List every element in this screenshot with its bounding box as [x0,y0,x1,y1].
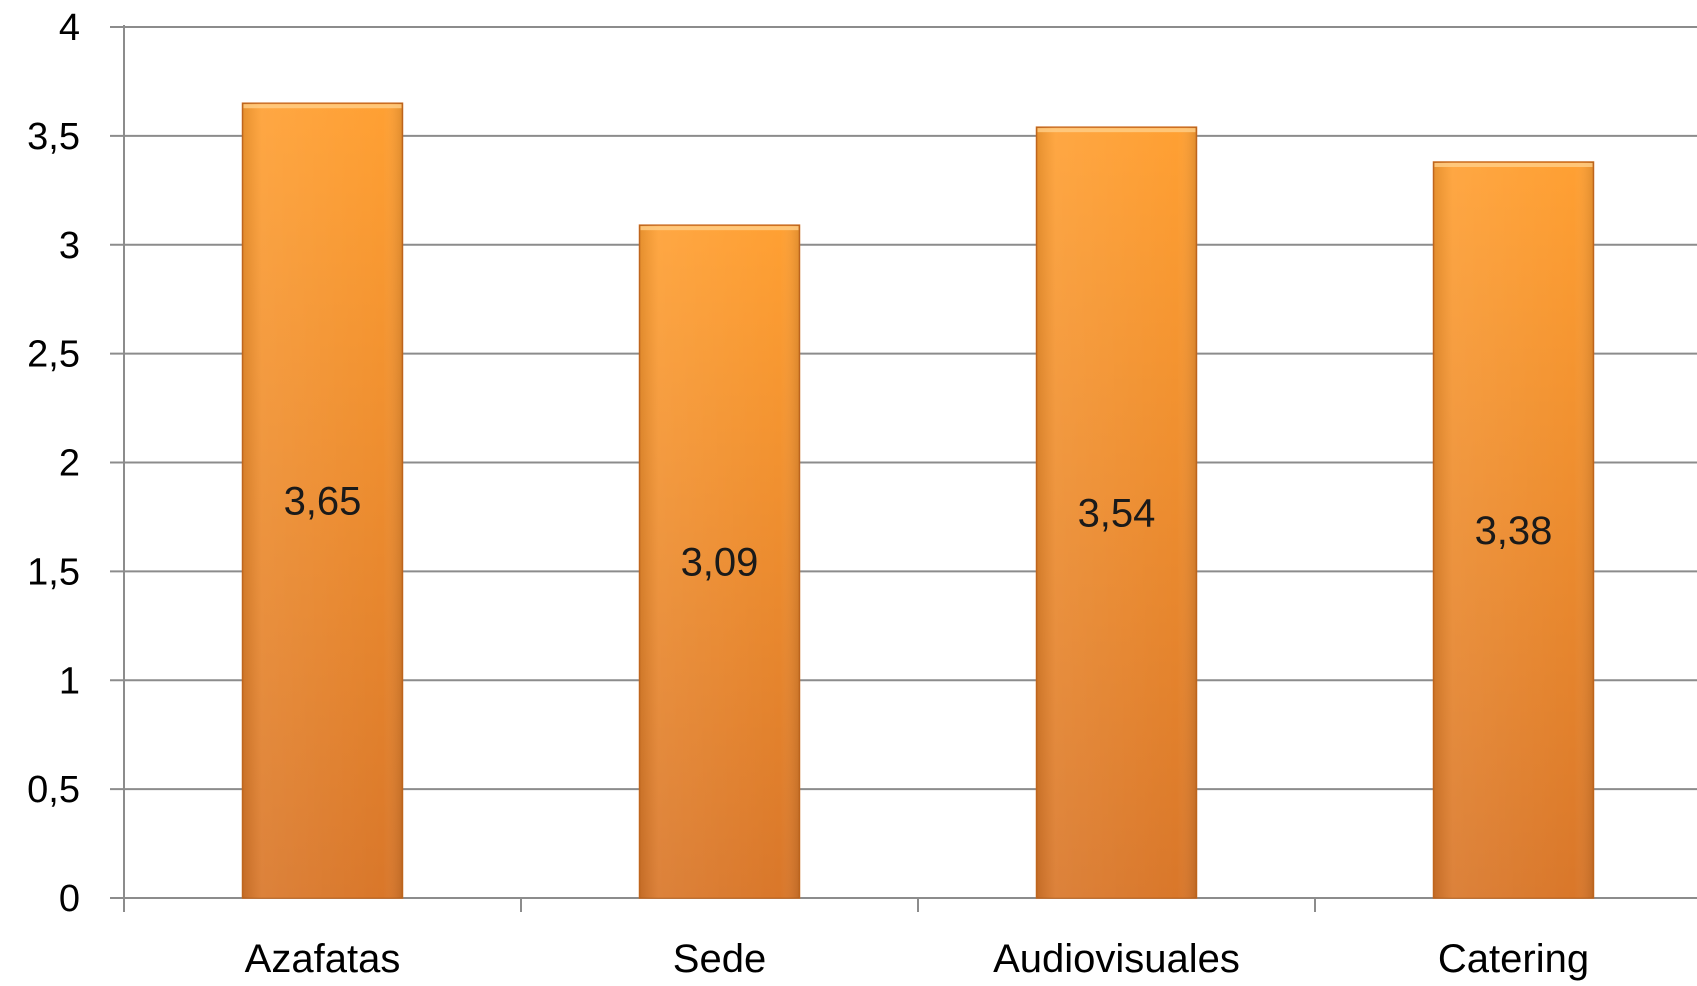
x-tick-label: Catering [1438,937,1589,981]
bar-top-highlight [1434,163,1593,168]
bar-sheen [1036,127,1197,899]
y-tick-label: 1,5 [27,551,80,593]
bar-sheen [242,103,403,898]
y-tick-label: 2 [59,443,80,485]
y-tick-label: 3 [59,225,80,267]
data-label: 3,38 [1475,509,1553,553]
y-tick-label: 4 [59,7,80,49]
bar-top-highlight [640,226,799,231]
y-tick-label: 2,5 [27,334,80,376]
labels: 00,511,522,533,543,65Azafatas3,09Sede3,5… [27,7,1589,981]
data-label: 3,65 [284,480,362,524]
bar-top-highlight [1037,128,1196,133]
bar-sheen [1433,162,1594,898]
y-tick-label: 0,5 [27,769,80,811]
bars [241,102,1595,899]
bar-sheen [639,225,800,899]
bar-top-highlight [243,104,402,109]
data-label: 3,54 [1078,492,1156,536]
y-tick-label: 3,5 [27,116,80,158]
y-tick-label: 0 [59,878,80,920]
x-tick-label: Sede [673,937,766,981]
y-tick-label: 1 [59,660,80,702]
data-label: 3,09 [681,541,759,585]
x-tick-label: Audiovisuales [993,937,1240,981]
x-tick-label: Azafatas [245,937,401,981]
